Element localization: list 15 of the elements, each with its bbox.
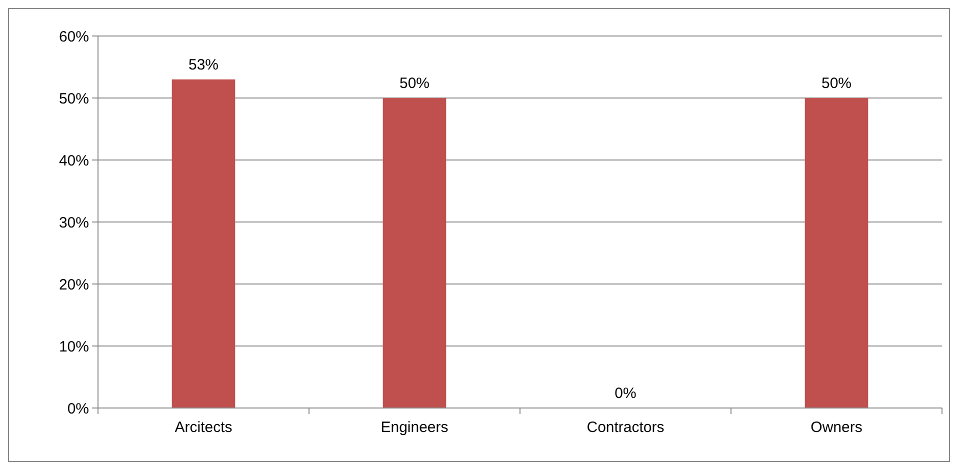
y-tick-label: 50%: [58, 90, 89, 108]
data-label: 50%: [399, 75, 430, 92]
data-label: 0%: [614, 385, 636, 402]
x-tick-label: Contractors: [586, 419, 664, 436]
y-tick-label: 30%: [58, 214, 89, 232]
data-label: 50%: [821, 75, 852, 92]
y-tick-label: 10%: [58, 338, 89, 356]
y-tick-label: 20%: [58, 276, 89, 294]
y-tick-label: 0%: [67, 400, 89, 418]
y-tick-label: 40%: [58, 152, 89, 170]
x-tick-label: Owners: [810, 419, 862, 436]
data-label: 53%: [188, 56, 219, 74]
x-tick-label: Arcitects: [174, 419, 232, 436]
y-tick-label: 60%: [58, 28, 89, 46]
x-tick-label: Engineers: [380, 419, 448, 436]
